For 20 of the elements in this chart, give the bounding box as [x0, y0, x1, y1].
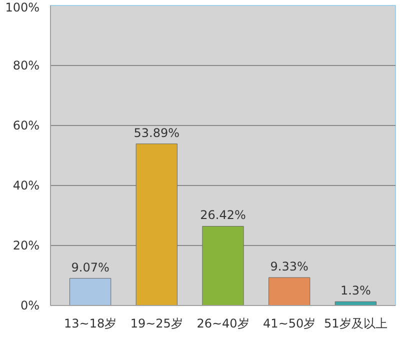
x-tick-label: 19~25岁: [130, 316, 183, 330]
data-label: 9.33%: [270, 260, 308, 274]
data-label: 9.07%: [71, 260, 110, 274]
x-tick-label: 26~40岁: [196, 316, 250, 330]
x-tick-label: 13~18岁: [64, 316, 117, 330]
bar: [69, 278, 112, 306]
y-tick-label: 80%: [12, 58, 40, 72]
y-tick-label: 20%: [12, 238, 40, 252]
bar: [136, 144, 178, 306]
data-label: 26.42%: [200, 208, 246, 222]
y-tick-label: 60%: [12, 118, 40, 132]
y-tick-label: 0%: [20, 298, 40, 312]
y-tick-label: 100%: [5, 0, 40, 14]
y-tick-label: 40%: [12, 178, 40, 192]
data-label: 53.89%: [134, 126, 180, 140]
bar: [268, 277, 310, 306]
data-label: 1.3%: [340, 284, 371, 298]
x-tick-label: 41~50岁: [263, 316, 316, 330]
bar: [202, 226, 244, 306]
x-tick-label: 51岁及以上: [324, 316, 388, 330]
